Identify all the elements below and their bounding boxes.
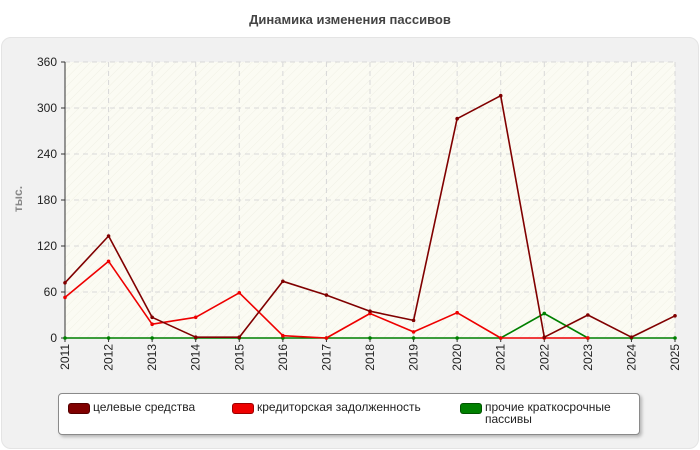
data-point-series-1 [368, 309, 372, 313]
x-tick-label: 2022 [537, 344, 551, 371]
x-tick-label: 2017 [319, 344, 333, 371]
x-tick-label: 2018 [363, 344, 377, 371]
x-tick-label: 2023 [581, 344, 595, 371]
data-point-series-1 [281, 279, 285, 284]
x-tick-label: 2019 [407, 344, 421, 371]
y-axis-label: тыс. [11, 185, 25, 213]
data-point-series-1 [63, 281, 67, 285]
legend-label: целевые средства [93, 400, 196, 414]
data-point-series-2 [411, 330, 416, 334]
data-point-series-2 [586, 336, 590, 340]
data-point-series-3 [542, 311, 547, 316]
data-point-series-2 [281, 333, 285, 338]
data-point-series-1 [150, 315, 154, 320]
legend-swatch [68, 403, 90, 414]
data-point-series-1 [586, 313, 590, 317]
x-tick-label: 2021 [494, 344, 508, 371]
x-tick-label: 2012 [102, 344, 116, 371]
legend-swatch [232, 403, 254, 414]
y-tick-label: 240 [37, 147, 57, 161]
data-point-series-1 [673, 313, 677, 318]
data-point-series-1 [193, 335, 198, 340]
data-point-series-3 [63, 336, 67, 340]
data-point-series-2 [63, 295, 67, 300]
data-point-series-1 [324, 293, 329, 297]
data-point-series-1 [542, 335, 547, 340]
data-point-series-3 [411, 336, 416, 340]
y-tick-label: 120 [37, 239, 57, 253]
x-tick-label: 2011 [58, 344, 72, 370]
data-point-series-1 [498, 93, 503, 98]
data-point-series-3 [106, 336, 111, 340]
y-tick-label: 300 [37, 101, 57, 115]
data-point-series-1 [455, 116, 459, 121]
data-point-series-2 [498, 336, 503, 340]
chart-title: Динамика изменения пассивов [249, 12, 451, 27]
data-point-series-1 [411, 318, 416, 323]
x-tick-label: 2024 [624, 344, 638, 371]
data-point-series-1 [237, 335, 242, 340]
data-point-series-1 [106, 234, 111, 238]
legend-label: прочие краткосрочные пассивы [485, 400, 611, 426]
y-tick-label: 360 [37, 55, 57, 69]
y-tick-label: 0 [50, 331, 57, 345]
x-tick-label: 2016 [276, 344, 290, 371]
x-tick-label: 2015 [232, 344, 246, 371]
x-tick-label: 2020 [450, 344, 464, 371]
data-point-series-3 [673, 336, 677, 340]
data-point-series-2 [237, 290, 242, 295]
data-point-series-3 [455, 336, 459, 340]
data-point-series-3 [368, 336, 372, 340]
data-point-series-2 [455, 310, 459, 315]
data-point-series-2 [106, 259, 111, 264]
x-tick-label: 2013 [145, 344, 159, 371]
x-tick-label: 2025 [668, 344, 682, 371]
legend-item-other-short-term: прочие краткосрочные пассивы [460, 401, 635, 425]
data-point-series-3 [150, 336, 154, 340]
legend-item-target-funds: целевые средства [68, 401, 195, 414]
x-tick-label: 2014 [189, 344, 203, 371]
legend: целевые средства кредиторская задолженно… [58, 393, 640, 435]
y-tick-label: 60 [44, 285, 58, 299]
legend-item-accounts-payable: кредиторская задолженность [232, 401, 421, 414]
data-point-series-2 [193, 315, 198, 320]
data-point-series-1 [629, 335, 634, 340]
data-point-series-2 [324, 336, 329, 340]
data-point-series-2 [150, 322, 154, 327]
y-tick-label: 180 [37, 193, 57, 207]
legend-label: кредиторская задолженность [257, 400, 421, 414]
legend-swatch [460, 403, 482, 414]
